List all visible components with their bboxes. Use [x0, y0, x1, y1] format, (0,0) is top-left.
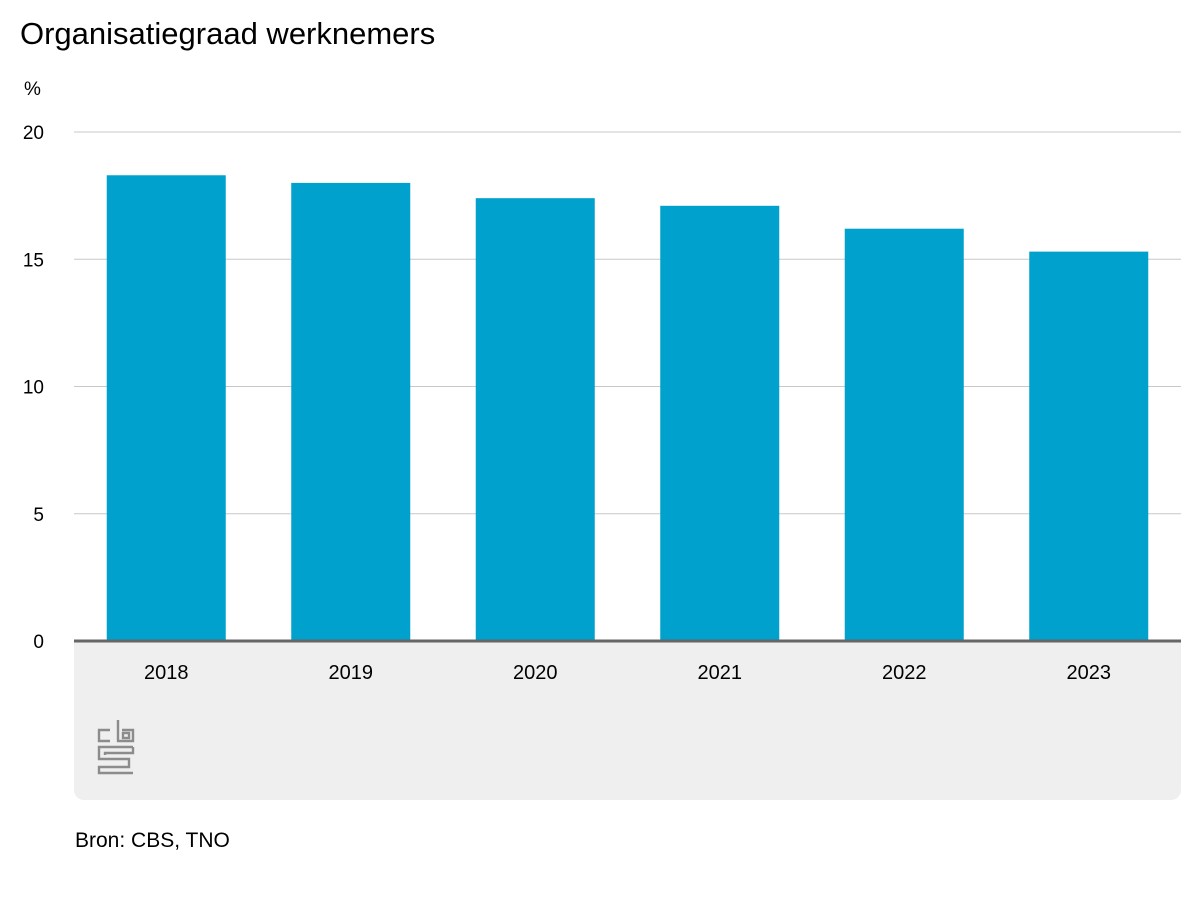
bar-2022 — [844, 228, 964, 641]
x-tick-label: 2023 — [1067, 662, 1112, 684]
bar-2023 — [1029, 251, 1149, 642]
y-axis-ticks: 0 5 10 15 20 — [23, 123, 44, 653]
x-tick-label: 2021 — [698, 662, 743, 684]
source-note: Bron: CBS, TNO — [75, 829, 230, 852]
bar-2021 — [660, 205, 780, 641]
y-tick-label: 20 — [23, 123, 44, 144]
bar-2019 — [291, 182, 411, 641]
x-tick-label: 2018 — [144, 662, 189, 684]
y-tick-label: 10 — [23, 378, 44, 399]
axis-footer-panel — [74, 641, 1181, 800]
chart-title: Organisatiegraad werknemers — [20, 16, 436, 51]
bars — [74, 175, 1181, 643]
x-tick-label: 2022 — [882, 662, 927, 684]
gridlines — [74, 131, 1181, 515]
x-tick-label: 2020 — [513, 662, 558, 684]
y-tick-label: 15 — [23, 250, 44, 271]
y-tick-label: 5 — [33, 505, 44, 526]
y-axis-unit-label: % — [24, 79, 41, 100]
y-tick-label: 0 — [33, 632, 44, 653]
x-axis-ticks: 2018 2019 2020 2021 2022 2023 — [144, 662, 1111, 684]
bar-2020 — [475, 198, 595, 642]
bar-2018 — [106, 175, 226, 641]
cbs-logo-icon — [97, 720, 135, 775]
x-tick-label: 2019 — [329, 662, 374, 684]
